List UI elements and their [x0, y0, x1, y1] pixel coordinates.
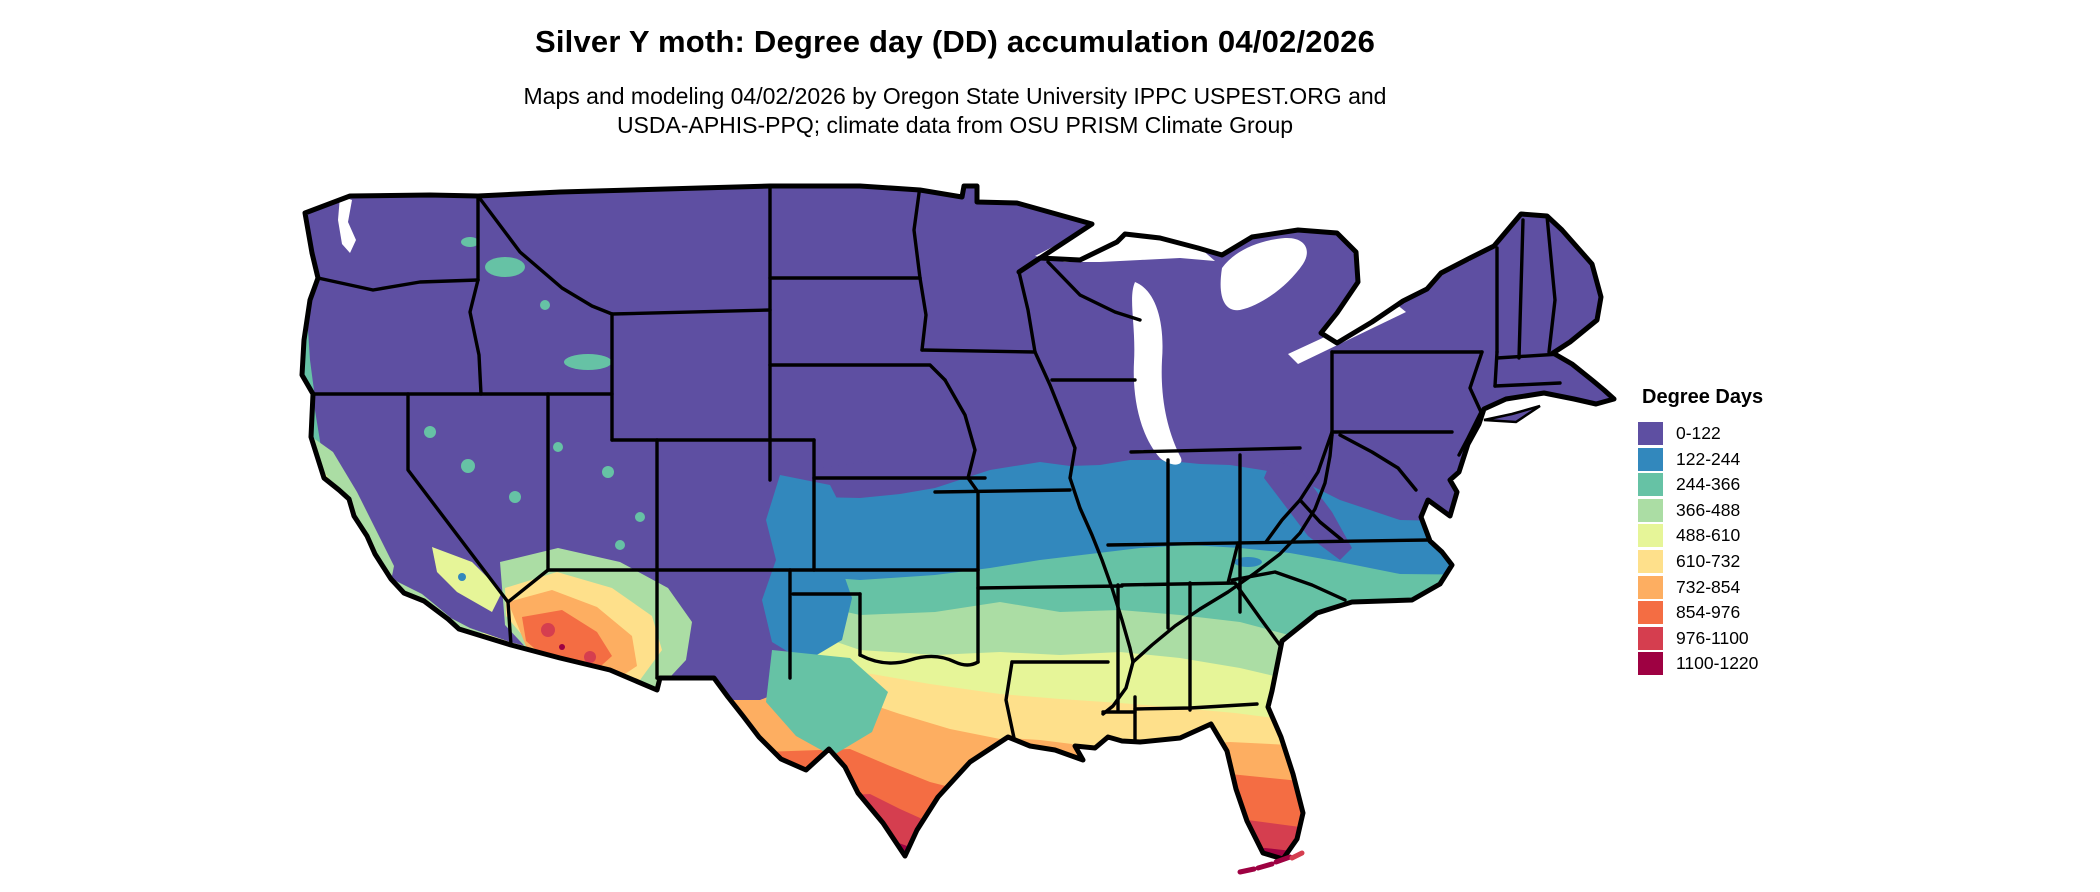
socal-red-speck — [448, 626, 452, 630]
us-outline — [299, 183, 1617, 862]
legend-swatch — [1638, 575, 1663, 599]
border-ga-sc — [1233, 581, 1284, 650]
legend-label: 0-122 — [1676, 423, 1721, 443]
legend-swatch — [1638, 549, 1663, 573]
legend-entry-1100-1220: 1100-1220 — [1638, 652, 1763, 676]
legend-label: 732-854 — [1676, 576, 1741, 597]
legend-swatch — [1638, 447, 1663, 471]
border-ny-ct — [1493, 350, 1499, 388]
band-1100-1220 — [302, 840, 1614, 859]
border-potomac — [1338, 433, 1418, 492]
border-mn-wi — [1017, 270, 1037, 354]
west-texas-teal — [766, 650, 888, 756]
map-title: Silver Y moth: Degree day (DD) accumulat… — [534, 24, 1376, 59]
lake-michigan — [1132, 282, 1182, 465]
mojave-patch — [432, 547, 502, 612]
legend-swatch — [1638, 473, 1663, 497]
border-upper-mississippi — [1033, 350, 1135, 664]
border-tx-la — [1004, 660, 1016, 740]
legend-swatch — [1638, 524, 1663, 548]
border-ca-nv — [406, 392, 510, 604]
border-fl-ga — [1133, 702, 1259, 711]
legend-rows: 0-122 122-244 244-366 366-488 488-610 610-732… — [1638, 422, 1763, 676]
us-degree-day-map — [228, 130, 1632, 892]
legend-entry-732-854: 732-854 — [1638, 575, 1763, 599]
border-mo-ar — [976, 584, 1124, 590]
border-wv-ky — [1264, 498, 1302, 544]
border-ma-ct-ri — [1493, 381, 1562, 388]
legend-entry-488-610: 488-610 — [1638, 524, 1763, 548]
legend-label: 610-732 — [1676, 550, 1741, 571]
arizona-red-spot — [541, 623, 555, 637]
subtitle-line-2: USDA-APHIS-PPQ; climate data from OSU PR… — [616, 111, 1294, 138]
legend-label: 244-366 — [1676, 474, 1741, 495]
smokies-blue-patch — [1234, 557, 1262, 567]
great-basin-speckles — [424, 237, 645, 550]
border-mn-ia — [920, 348, 1037, 354]
border-id-mt — [476, 194, 614, 316]
legend-swatch — [1638, 652, 1663, 676]
legend-entry-976-1100: 976-1100 — [1638, 626, 1763, 650]
legend-entry-0-122: 0-122 — [1638, 422, 1763, 445]
border-wi-up — [1046, 260, 1142, 322]
border-or-id — [468, 278, 483, 396]
border-red-river — [858, 653, 980, 667]
legend-entry-244-366: 244-366 — [1638, 473, 1763, 497]
border-tn-south — [1120, 581, 1237, 587]
legend-label: 488-610 — [1676, 525, 1741, 546]
border-wa-or — [316, 276, 480, 292]
legend-entry-610-732: 610-732 — [1638, 549, 1763, 573]
legend-swatch — [1638, 626, 1663, 650]
legend-title: Degree Days — [1642, 386, 1764, 408]
legend-swatch — [1638, 498, 1663, 522]
border-missouri-river — [943, 378, 980, 494]
florida-keys — [1237, 850, 1305, 875]
legend-label: 854-976 — [1676, 602, 1741, 623]
state-borders — [311, 186, 1562, 744]
border-ma-north — [1495, 352, 1562, 360]
border-ky-tn-va-nc — [1106, 538, 1430, 547]
subtitle-line-1: Maps and modeling 04/02/2026 by Oregon S… — [523, 83, 1387, 109]
legend-label: 366-488 — [1676, 499, 1741, 520]
legend-swatch — [1638, 422, 1663, 445]
border-ia-mo — [933, 488, 1072, 494]
puget-sound — [338, 196, 356, 253]
border-mt-wy — [610, 308, 772, 316]
border-tn-nc — [1226, 541, 1240, 585]
legend: Degree Days 0-122 122-244 244-366 366-488 48… — [1638, 386, 1763, 678]
legend-swatch — [1638, 601, 1663, 625]
border-mn-nd — [912, 186, 922, 280]
border-nv-az — [506, 568, 550, 604]
arizona-darkred-spot — [559, 644, 565, 650]
border-mn-sd — [918, 276, 928, 352]
border-ohio-river — [1131, 433, 1334, 664]
border-nh-me — [1545, 214, 1557, 354]
border-ca-az — [506, 600, 513, 647]
legend-entry-366-488: 366-488 — [1638, 498, 1763, 522]
mojave-blue-speck — [458, 573, 466, 581]
border-sd-ne — [768, 363, 947, 382]
border-vt-nh — [1517, 218, 1525, 360]
long-island — [1483, 404, 1541, 424]
socal-orange-spot-2 — [451, 629, 457, 635]
legend-entry-854-976: 854-976 — [1638, 601, 1763, 625]
lake-huron — [1220, 237, 1307, 311]
legend-label: 976-1100 — [1676, 627, 1749, 648]
map-subtitle: Maps and modeling 04/02/2026 by Oregon S… — [0, 82, 1910, 139]
legend-label: 122-244 — [1676, 448, 1741, 469]
colorado-plains-blue — [814, 505, 858, 568]
border-mi-in-oh — [1129, 446, 1302, 454]
legend-label: 1100-1220 — [1676, 653, 1759, 674]
arizona-red-spot-2 — [584, 651, 596, 663]
map-svg — [299, 183, 1617, 875]
legend-entry-122-244: 122-244 — [1638, 447, 1763, 471]
